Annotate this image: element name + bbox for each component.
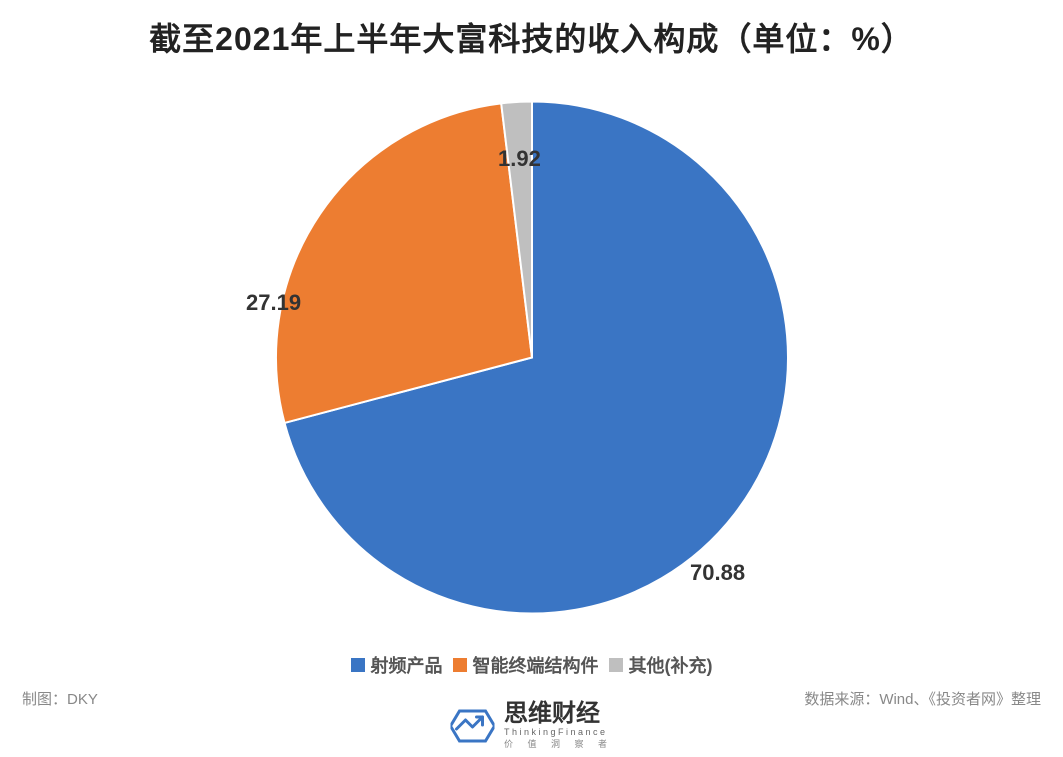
footer-credit-left: 制图：DKY [22, 688, 98, 709]
brand-logo: 思维财经 ThinkingFinance 价 值 洞 察 者 [450, 702, 613, 751]
brand-icon [450, 707, 494, 745]
legend-item: 智能终端结构件 [453, 652, 599, 678]
legend-swatch [453, 658, 467, 672]
legend-swatch [609, 658, 623, 672]
pie-chart [276, 102, 788, 619]
legend-label: 智能终端结构件 [473, 652, 599, 678]
legend-label: 其他(补充) [629, 652, 713, 678]
legend-label: 射频产品 [371, 652, 443, 678]
pie-chart-area: 70.88 27.19 1.92 [0, 70, 1063, 650]
legend-swatch [351, 658, 365, 672]
footer-credit-right: 数据来源：Wind、《投资者网》整理 [804, 688, 1041, 709]
data-label: 27.19 [246, 290, 301, 316]
chart-title: 截至2021年上半年大富科技的收入构成（单位：%） [0, 0, 1063, 60]
brand-sub: ThinkingFinance [504, 726, 613, 739]
brand-tagline: 价 值 洞 察 者 [504, 738, 613, 751]
data-label: 1.92 [498, 146, 541, 172]
legend-item: 射频产品 [351, 652, 443, 678]
data-label: 70.88 [690, 560, 745, 586]
legend-item: 其他(补充) [609, 652, 713, 678]
legend: 射频产品 智能终端结构件 其他(补充) [0, 652, 1063, 678]
brand-name: 思维财经 [504, 702, 613, 726]
